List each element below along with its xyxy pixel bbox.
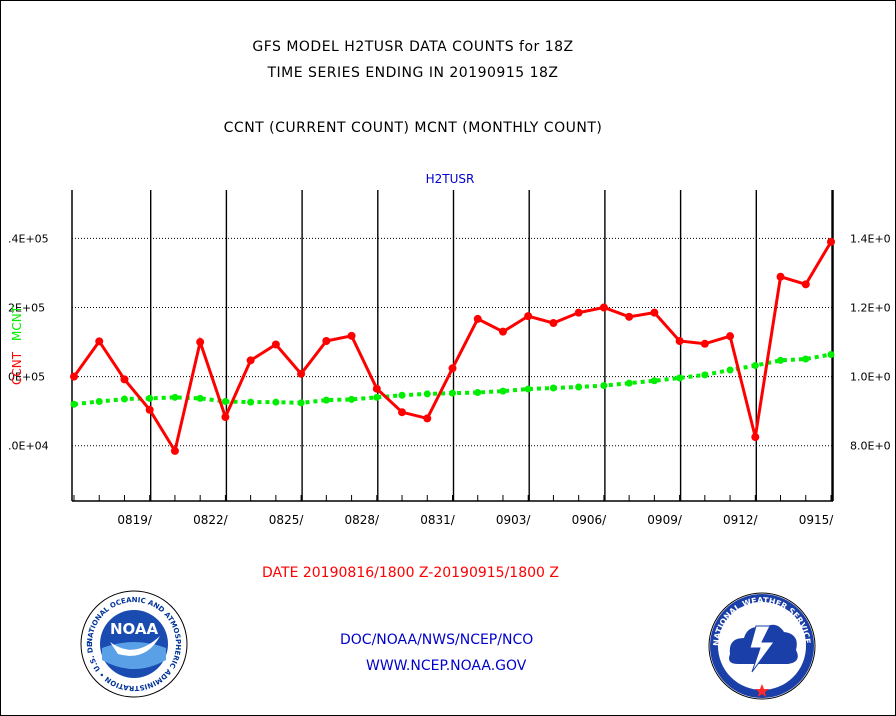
data-point-mcnt <box>726 366 734 374</box>
data-point-mcnt <box>95 397 103 405</box>
data-point-mcnt <box>221 397 229 405</box>
data-point-mcnt <box>802 355 810 363</box>
data-point-mcnt <box>297 399 305 407</box>
data-point-ccnt <box>120 375 129 384</box>
data-point-ccnt <box>297 369 306 378</box>
plot-label: H2TUSR <box>425 172 475 186</box>
data-point-mcnt <box>524 385 532 393</box>
chart-title-line2: TIME SERIES ENDING IN 20190915 18Z <box>267 65 559 81</box>
data-point-mcnt <box>272 398 280 406</box>
data-point-ccnt <box>347 331 356 340</box>
data-point-ccnt <box>801 280 810 289</box>
x-tick-label: 0906/ <box>572 513 608 527</box>
data-point-ccnt <box>70 372 78 381</box>
data-point-ccnt <box>574 308 583 317</box>
x-tick-label: 0915/ <box>799 513 835 527</box>
data-point-mcnt <box>322 396 330 404</box>
data-point-ccnt <box>524 312 533 321</box>
data-point-mcnt <box>423 390 431 398</box>
y-tick-label-left: 0E+05 <box>8 371 45 384</box>
data-point-mcnt <box>449 389 456 397</box>
y-tick-label-left: 2E+05 <box>8 301 45 314</box>
noaa-wordmark: NOAA <box>110 620 159 638</box>
url-link[interactable]: WWW.NCEP.NOAA.GOV <box>366 658 527 674</box>
data-point-mcnt <box>701 371 709 379</box>
x-tick-label: 0909/ <box>647 513 683 527</box>
data-point-mcnt <box>549 384 557 392</box>
x-tick-label: 0828/ <box>345 513 381 527</box>
x-tick-label: 0822/ <box>193 513 229 527</box>
data-point-mcnt <box>777 356 785 364</box>
data-point-ccnt <box>498 327 507 336</box>
y-tick-label-left: .0E+04 <box>8 440 49 453</box>
data-point-ccnt <box>448 364 457 373</box>
data-point-ccnt <box>271 340 280 349</box>
y-tick-label-right: 1.2E+0 <box>850 301 891 314</box>
data-point-ccnt <box>372 384 381 393</box>
x-tick-label: 0825/ <box>269 513 305 527</box>
data-point-ccnt <box>549 319 558 328</box>
data-point-mcnt <box>146 394 154 402</box>
data-point-mcnt <box>650 377 658 385</box>
data-point-mcnt <box>676 374 684 382</box>
data-point-mcnt <box>625 379 633 387</box>
data-point-ccnt <box>599 303 608 312</box>
data-point-ccnt <box>751 433 760 442</box>
data-point-mcnt <box>196 394 204 402</box>
x-tick-label: 0831/ <box>420 513 456 527</box>
y-tick-label-right: 1.0E+0 <box>850 371 891 384</box>
y-axis-label-ccnt: CCNT <box>10 351 24 385</box>
x-tick-label: 0819/ <box>117 513 153 527</box>
noaa-logo: NATIONAL OCEANIC AND ATMOSPHERIC ADMINIS… <box>80 590 188 698</box>
data-point-ccnt <box>675 337 684 346</box>
data-point-ccnt <box>650 308 659 317</box>
data-point-ccnt <box>398 408 407 417</box>
data-point-ccnt <box>625 312 634 321</box>
date-range-label: DATE 20190816/1800 Z-20190915/1800 Z <box>262 565 559 581</box>
data-point-mcnt <box>120 395 128 403</box>
data-point-ccnt <box>145 405 154 414</box>
data-point-mcnt <box>247 398 255 406</box>
x-tick-label: 0903/ <box>496 513 532 527</box>
data-point-ccnt <box>196 338 205 347</box>
data-point-ccnt <box>776 272 785 281</box>
data-point-mcnt <box>373 393 381 401</box>
x-tick-label: 0912/ <box>723 513 759 527</box>
y-axis-label-mcnt: MCNT <box>10 305 24 341</box>
chart-subtitle: CCNT (CURRENT COUNT) MCNT (MONTHLY COUNT… <box>223 120 603 136</box>
y-tick-label-left: .4E+05 <box>8 232 49 245</box>
chart-title-line1: GFS MODEL H2TUSR DATA COUNTS for 18Z <box>252 39 574 55</box>
data-point-ccnt <box>473 314 482 323</box>
data-point-mcnt <box>499 387 507 395</box>
y-tick-label-right: 1.4E+0 <box>850 232 891 245</box>
nws-logo: NATIONAL WEATHER SERVICE <box>708 592 816 700</box>
data-point-ccnt <box>322 337 331 346</box>
data-point-mcnt <box>600 382 608 390</box>
data-point-ccnt <box>246 356 255 365</box>
data-point-mcnt <box>348 395 356 403</box>
data-point-mcnt <box>398 391 406 399</box>
data-point-mcnt <box>70 400 78 408</box>
data-point-ccnt <box>700 339 709 348</box>
data-point-mcnt <box>827 350 835 358</box>
data-point-ccnt <box>423 414 432 423</box>
data-point-ccnt <box>95 337 104 346</box>
data-point-mcnt <box>171 393 179 401</box>
y-tick-label-right: 8.0E+0 <box>850 440 891 453</box>
data-point-ccnt <box>221 413 230 422</box>
data-point-mcnt <box>575 383 583 391</box>
org-label: DOC/NOAA/NWS/NCEP/NCO <box>340 632 534 648</box>
data-point-ccnt <box>170 446 179 455</box>
data-point-mcnt <box>751 362 759 370</box>
data-point-ccnt <box>726 332 735 341</box>
data-point-mcnt <box>474 388 482 396</box>
data-point-ccnt <box>827 237 835 246</box>
series-line-ccnt <box>72 241 833 455</box>
